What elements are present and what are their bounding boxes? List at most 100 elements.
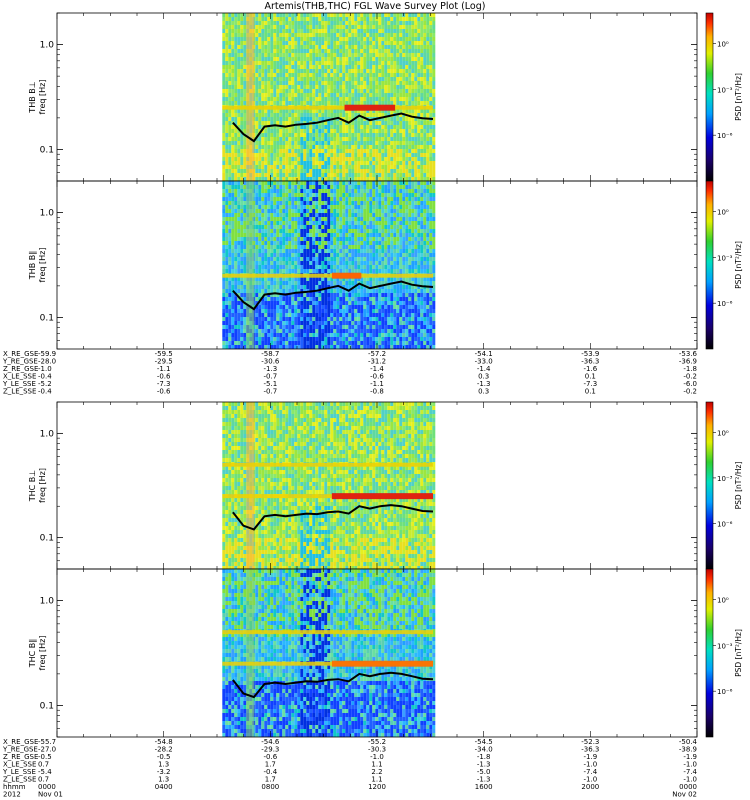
spectrogram-image bbox=[222, 402, 436, 570]
ephem-value: -30.3 bbox=[368, 746, 386, 754]
band-line bbox=[222, 494, 433, 499]
y-tick-label: 0.1 bbox=[40, 313, 54, 323]
spectrogram-image bbox=[222, 181, 436, 349]
ephem-value: -55.7 bbox=[38, 738, 56, 746]
ephem-value: -1.0 bbox=[683, 761, 697, 769]
band-line bbox=[222, 273, 433, 278]
colorbar-label: PSD [nT²/Hz] bbox=[734, 629, 743, 677]
ephem-value: -6.0 bbox=[683, 380, 697, 388]
ephem-value: -28.2 bbox=[155, 746, 173, 754]
ephem-value: 2.2 bbox=[371, 768, 382, 776]
ephem-label: X_LE_SSE bbox=[3, 373, 36, 381]
ephem-value: -1.1 bbox=[157, 365, 171, 373]
ephem-value: 1.1 bbox=[371, 761, 382, 769]
y-axis-label: freq [Hz] bbox=[38, 80, 47, 115]
band-line bbox=[222, 105, 433, 110]
ephem-value: -1.1 bbox=[370, 380, 384, 388]
ephem-value: -5.4 bbox=[38, 768, 52, 776]
ephem-value: 1.1 bbox=[371, 776, 382, 784]
ephem-value: -31.2 bbox=[368, 358, 386, 366]
ephem-value: -1.0 bbox=[38, 365, 52, 373]
ephem-label: X_RE_GSE bbox=[3, 350, 38, 358]
ephem-value: -0.4 bbox=[38, 388, 52, 396]
ephem-value: -1.0 bbox=[370, 753, 384, 761]
x-tick-label: 1200 bbox=[368, 783, 386, 791]
x-tick-label: 0400 bbox=[155, 783, 173, 791]
ephem-value: -52.3 bbox=[581, 738, 599, 746]
ephem-value: -54.1 bbox=[475, 350, 493, 358]
x-tick-label: 0800 bbox=[261, 783, 279, 791]
ephem-value: -7.3 bbox=[583, 380, 597, 388]
bright-streak bbox=[246, 402, 255, 569]
ephem-value: -0.4 bbox=[263, 768, 277, 776]
ephem-value: -3.2 bbox=[157, 768, 171, 776]
colorbar bbox=[705, 401, 714, 570]
ephem-value: -7.4 bbox=[683, 768, 697, 776]
ephem-value: -1.4 bbox=[370, 365, 384, 373]
ephem-value: -54.6 bbox=[261, 738, 280, 746]
ephem-value: -1.9 bbox=[683, 753, 697, 761]
ephem-value: 0.3 bbox=[478, 373, 489, 381]
colorbar-tick-label: 10⁻³ bbox=[717, 642, 733, 650]
ephem-value: -1.3 bbox=[263, 365, 277, 373]
ephem-value: -1.3 bbox=[477, 776, 491, 784]
ephem-value: -29.5 bbox=[155, 358, 173, 366]
y-tick-label: 1.0 bbox=[40, 429, 55, 439]
panel-label: THB B∥ bbox=[28, 251, 37, 280]
ephem-value: -1.9 bbox=[583, 753, 597, 761]
ephem-value: -36.9 bbox=[679, 358, 697, 366]
band-line bbox=[222, 661, 433, 666]
ephem-value: -0.6 bbox=[157, 388, 171, 396]
colorbar-label: PSD [nT²/Hz] bbox=[734, 462, 743, 510]
ephem-value: -5.0 bbox=[477, 768, 491, 776]
colorbar-label: PSD [nT²/Hz] bbox=[734, 241, 743, 289]
fce-curve bbox=[232, 504, 434, 531]
colorbar-tick-label: 10⁻⁶ bbox=[717, 132, 733, 140]
x-tick-label: 2000 bbox=[581, 783, 599, 791]
ephem-value: -30.6 bbox=[261, 358, 280, 366]
band-line bbox=[222, 462, 433, 467]
ephem-value: -34.0 bbox=[475, 746, 493, 754]
ephem-value: -57.2 bbox=[368, 350, 386, 358]
y-tick-label: 1.0 bbox=[40, 41, 55, 51]
colorbar-tick-label: 10⁰ bbox=[717, 41, 729, 49]
ephem-value: -55.2 bbox=[368, 738, 386, 746]
ephem-value: 0.7 bbox=[38, 761, 49, 769]
x-tick-label: 0000 bbox=[38, 783, 56, 791]
ephem-value: -0.2 bbox=[683, 388, 697, 396]
colorbar bbox=[705, 568, 714, 738]
ephem-value: -53.6 bbox=[679, 350, 698, 358]
ephem-value: -58.7 bbox=[261, 350, 279, 358]
ephem-label: Y_LE_SSE bbox=[2, 380, 36, 388]
ephem-value: -1.0 bbox=[583, 761, 597, 769]
ephem-value: -28.0 bbox=[38, 358, 56, 366]
figure-title: Artemis(THB,THC) FGL Wave Survey Plot (L… bbox=[265, 1, 486, 12]
y-tick-label: 1.0 bbox=[40, 209, 55, 219]
panel-thb-perp: 1.0 0.1 THB B⊥ freq [Hz] 10⁰ 10⁻³ 10⁻⁶ PSD [nT²… bbox=[28, 12, 743, 182]
fce-curve bbox=[232, 112, 434, 143]
ephem-label: Y_RE_GSE bbox=[2, 358, 38, 366]
hot-band bbox=[344, 104, 396, 111]
spectrogram-image bbox=[222, 569, 436, 737]
colorbar-tick-label: 10⁻³ bbox=[717, 475, 733, 483]
colorbar bbox=[705, 12, 714, 182]
y-axis-label: freq [Hz] bbox=[38, 636, 47, 671]
y-tick-label: 1.0 bbox=[40, 597, 55, 607]
ephem-value: -1.0 bbox=[683, 776, 697, 784]
ephem-value: -0.5 bbox=[157, 753, 171, 761]
ephem-value: 1.7 bbox=[265, 776, 276, 784]
colorbar-tick-label: 10⁻³ bbox=[717, 254, 733, 262]
thc-ephemeris: X_RE_GSE -55.7 -54.8 -54.6 -55.2 -54.5 -52.3 -5… bbox=[2, 738, 698, 799]
ephem-value: -50.4 bbox=[679, 738, 698, 746]
colorbar-tick-label: 10⁻⁶ bbox=[717, 300, 733, 308]
colorbar-tick-label: 10⁻³ bbox=[717, 86, 733, 94]
ephem-value: -7.4 bbox=[583, 768, 597, 776]
ephem-value: -59.5 bbox=[155, 350, 173, 358]
fce-curve bbox=[232, 280, 434, 311]
ephem-value: 0.1 bbox=[585, 388, 596, 396]
hot-band bbox=[331, 272, 362, 279]
ephem-value: -0.6 bbox=[157, 373, 171, 381]
date-label: Nov 02 bbox=[672, 791, 697, 799]
x-tick-label: 0000 bbox=[679, 783, 697, 791]
